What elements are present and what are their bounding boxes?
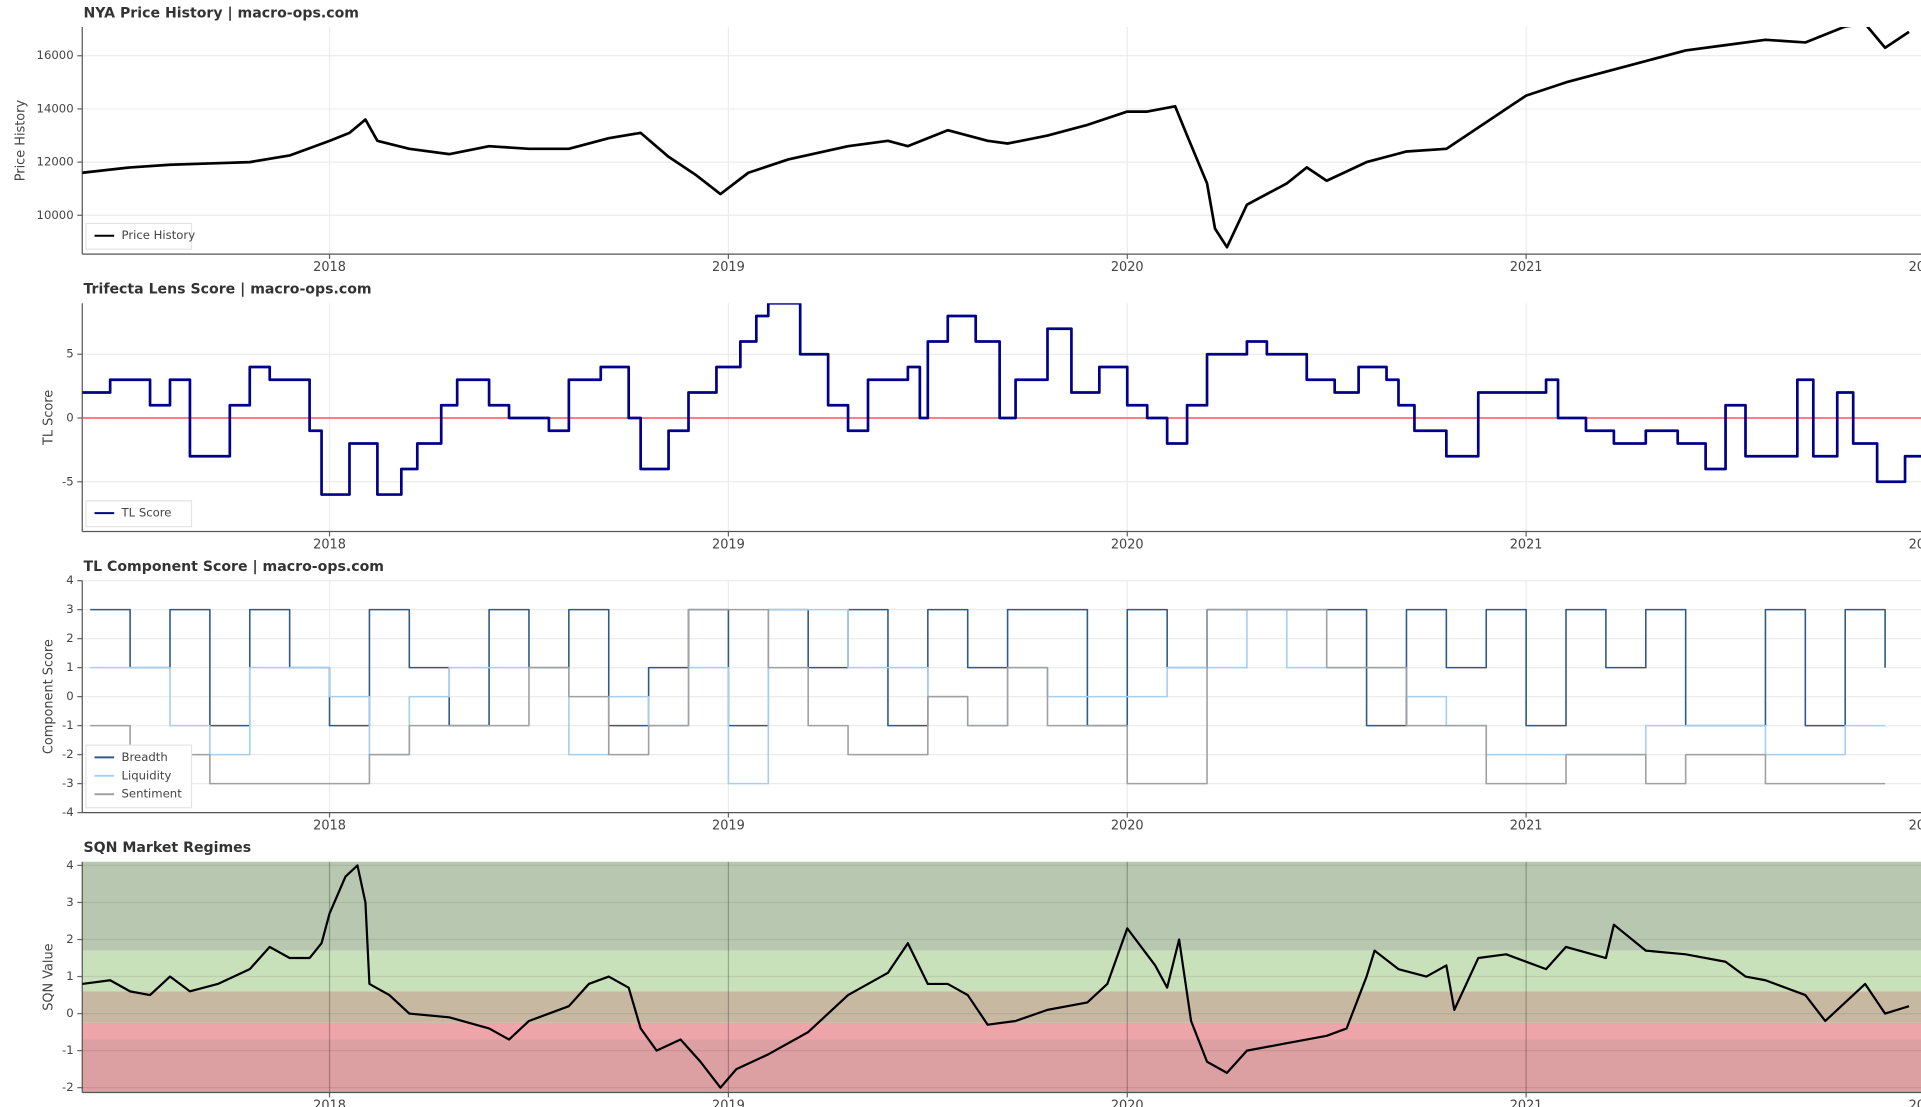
y-tick-label: -1 (62, 1043, 74, 1057)
x-tick-label: 2018 (313, 538, 346, 553)
series-line (82, 303, 1921, 496)
x-tick-label: 2019 (712, 260, 745, 275)
y-tick-label: 2 (66, 631, 73, 645)
y-tick-label: 14000 (37, 101, 74, 115)
x-tick-label: 2022 (1909, 538, 1921, 553)
x-tick-label: 2021 (1510, 538, 1543, 553)
y-tick-label: 0 (66, 1006, 73, 1020)
x-tick-label: 2018 (313, 819, 346, 834)
x-tick-label: 2020 (1111, 260, 1144, 275)
series-line (82, 864, 1910, 1089)
y-tick-label: 0 (66, 411, 73, 425)
x-tick-label: 2021 (1510, 1098, 1543, 1107)
y-tick-label: 4 (66, 858, 73, 872)
chart-panel: Trifecta Lens Score | macro-ops.com TL Sc… (42, 282, 1921, 553)
y-tick-label: 16000 (37, 48, 74, 62)
x-tick-label: 2020 (1111, 1098, 1144, 1107)
chart-title: NYA Price History | macro-ops.com (83, 6, 359, 22)
y-tick-label: 12000 (37, 155, 74, 169)
y-tick-label: -5 (62, 474, 74, 488)
y-tick-label: 3 (66, 895, 73, 909)
x-tick-label: 2019 (712, 819, 745, 834)
y-tick-label: -3 (62, 776, 74, 790)
y-tick-label: 1 (66, 969, 73, 983)
y-tick-label: 0 (66, 689, 73, 703)
chart-title: Trifecta Lens Score | macro-ops.com (83, 282, 371, 298)
y-axis-label: Price History (13, 100, 28, 182)
series-line (82, 27, 1910, 249)
x-tick-label: 2019 (712, 538, 745, 553)
y-tick-label: 2 (66, 932, 73, 946)
x-tick-label: 2018 (313, 260, 346, 275)
y-tick-label: 10000 (37, 208, 74, 222)
chart-panel: TL Component Score | macro-ops.com Compon… (42, 559, 1921, 833)
series-line (90, 608, 1886, 785)
y-tick-label: 3 (66, 602, 73, 616)
x-tick-label: 2022 (1909, 260, 1921, 275)
legend-box (85, 222, 193, 250)
legend-label: Breadth (122, 750, 168, 764)
regime-band (82, 1039, 1921, 1093)
legend-label: Price History (122, 228, 196, 242)
y-tick-label: 4 (66, 573, 73, 587)
x-tick-label: 2021 (1510, 260, 1543, 275)
x-tick-label: 2022 (1909, 1098, 1921, 1107)
chart-title: TL Component Score | macro-ops.com (83, 559, 384, 575)
x-tick-label: 2019 (712, 1098, 745, 1107)
legend-label: Liquidity (122, 768, 172, 782)
y-tick-label: -2 (62, 1080, 74, 1094)
chart-panel: NYA Price History | macro-ops.com Price H… (13, 6, 1921, 276)
y-tick-label: -1 (62, 718, 74, 732)
x-tick-label: 2022 (1909, 819, 1921, 834)
y-axis-label: SQN Value (42, 943, 57, 1010)
y-axis-label: Component Score (42, 639, 57, 754)
x-tick-label: 2018 (313, 1098, 346, 1107)
series-line (90, 608, 1886, 727)
legend-label: Sentiment (122, 787, 183, 801)
regime-band (82, 1022, 1921, 1040)
y-tick-label: -4 (62, 805, 74, 819)
regime-band (82, 991, 1921, 1023)
chart-panel: SQN Market Regimes SQN Value -2 -1 0 1 2 3 4 2018… (42, 840, 1921, 1107)
regime-band (82, 950, 1921, 992)
legend-label: TL Score (121, 506, 172, 520)
y-tick-label: -2 (62, 747, 74, 761)
x-tick-label: 2020 (1111, 538, 1144, 553)
chart-title: SQN Market Regimes (83, 840, 251, 856)
regime-band (82, 861, 1921, 951)
x-tick-label: 2021 (1510, 819, 1543, 834)
y-tick-label: 1 (66, 660, 73, 674)
y-tick-label: 5 (66, 347, 73, 361)
x-tick-label: 2020 (1111, 819, 1144, 834)
y-axis-label: TL Score (42, 390, 57, 446)
